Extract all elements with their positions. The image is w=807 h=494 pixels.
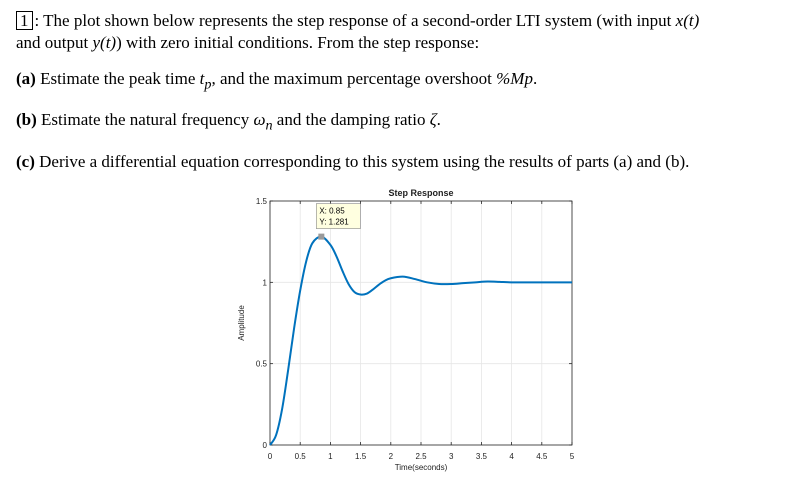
peak-time-subscript: p	[204, 76, 212, 93]
y-axis-label: Amplitude	[237, 305, 246, 341]
x-tick-label: 0	[268, 452, 273, 461]
datatip-box	[316, 203, 361, 229]
x-tick-label: 2.5	[415, 452, 427, 461]
x-tick-label: 2	[389, 452, 394, 461]
part-a-text: Estimate the peak time	[40, 69, 200, 88]
input-variable: x(t)	[675, 11, 700, 30]
datatip-y-label: Y: 1.281	[319, 218, 349, 227]
x-tick-label: 0.5	[295, 452, 307, 461]
y-tick-label: 1.5	[256, 197, 268, 206]
x-tick-label: 4	[509, 452, 514, 461]
x-axis-label: Time(seconds)	[395, 463, 448, 472]
x-tick-label: 3.5	[476, 452, 488, 461]
y-tick-label: 0.5	[256, 360, 268, 369]
x-tick-label: 5	[570, 452, 575, 461]
chart-title: Step Response	[388, 188, 453, 198]
x-tick-label: 3	[449, 452, 454, 461]
datatip-marker	[318, 233, 325, 240]
problem-number: 1	[16, 11, 33, 30]
overshoot-symbol: %Mp	[496, 69, 533, 88]
datatip[interactable]: X: 0.85 Y: 1.281	[316, 203, 361, 240]
part-a-text2: , and the maximum percentage overshoot	[211, 69, 497, 88]
part-a-end: .	[532, 69, 538, 88]
part-c-text: Derive a differential equation correspon…	[39, 151, 690, 171]
intro-text-3: ) with zero initial conditions. From the…	[116, 33, 480, 52]
part-b: (b) Estimate the natural frequency ωn an…	[16, 109, 796, 136]
part-a-label: (a)	[16, 69, 36, 88]
natural-frequency-symbol: ω	[253, 110, 266, 130]
part-a: (a) Estimate the peak time tp, and the m…	[16, 68, 796, 95]
part-b-text: Estimate the natural frequency	[41, 110, 254, 130]
intro-text-1: The plot shown below represents the step…	[43, 11, 676, 30]
datatip-x-label: X: 0.85	[319, 207, 345, 216]
part-c: (c) Derive a differential equation corre…	[16, 151, 796, 173]
x-tick-label: 1	[328, 452, 333, 461]
grid-layer	[269, 200, 573, 446]
peak-time-symbol: t	[199, 69, 205, 88]
part-b-label: (b)	[16, 110, 37, 130]
ticks-layer: 0 0.5 1 1.5 2 2.5 3 3.5 4 4.5 5 0 0.5 1 1.5	[256, 197, 575, 461]
part-b-text2: and the damping ratio	[272, 110, 430, 130]
damping-ratio-symbol: ζ	[429, 110, 437, 130]
problem-statement: 1: The plot shown below represents the s…	[16, 10, 796, 173]
problem-intro-line2: and output y(t)) with zero initial condi…	[16, 32, 796, 54]
x-tick-label: 1.5	[355, 452, 367, 461]
intro-text-2: and output	[16, 33, 93, 52]
part-c-label: (c)	[16, 151, 35, 171]
step-response-line	[269, 235, 572, 446]
part-b-end: .	[436, 110, 441, 130]
natural-frequency-subscript: n	[265, 117, 273, 134]
y-tick-label: 0	[263, 441, 268, 450]
problem-intro-line1: 1: The plot shown below represents the s…	[16, 10, 796, 32]
x-tick-label: 4.5	[536, 452, 548, 461]
y-tick-label: 1	[263, 278, 268, 287]
output-variable: y(t)	[92, 33, 117, 52]
